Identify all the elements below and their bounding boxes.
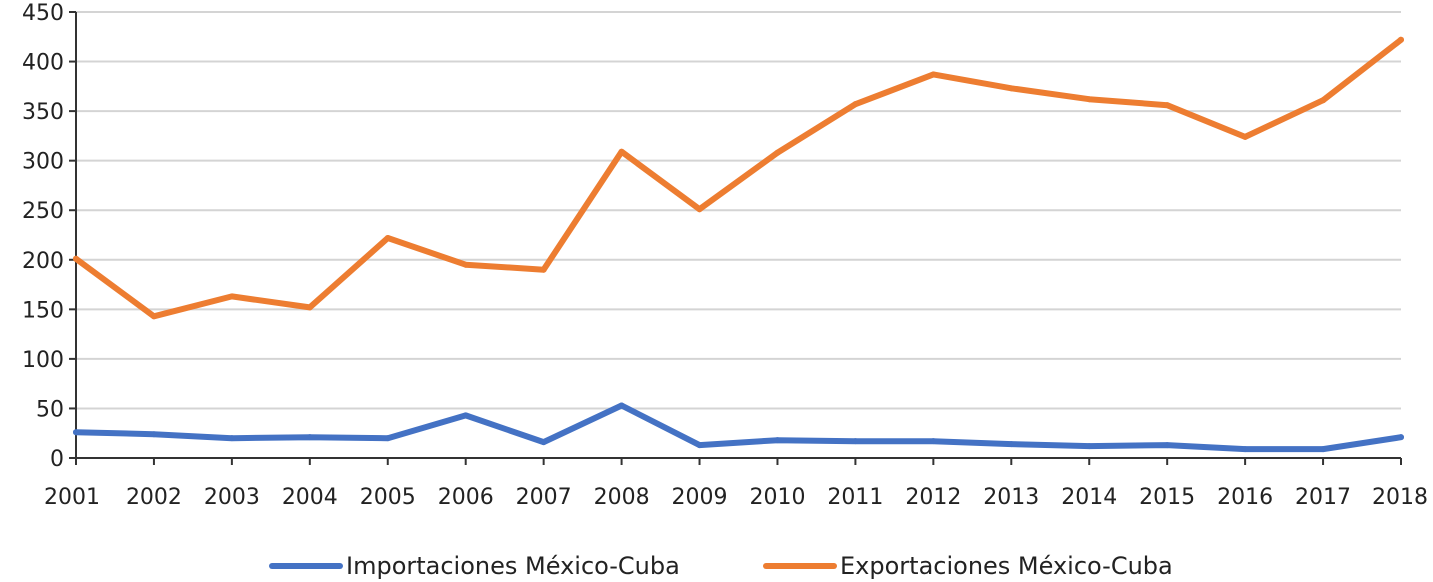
x-tick-label-2012: 2012 [905,485,961,510]
x-tick-label-2015: 2015 [1139,485,1195,510]
point-importaciones-2003 [228,435,235,442]
x-tick-label-2002: 2002 [126,485,182,510]
point-exportaciones-2006 [462,261,469,268]
y-tick-label-400: 400 [22,51,64,76]
x-tick-label-2003: 2003 [204,485,260,510]
point-importaciones-2007 [540,439,547,446]
point-exportaciones-2015 [1164,102,1171,109]
point-importaciones-2008 [618,402,625,409]
legend-label-exportaciones: Exportaciones México-Cuba [840,552,1173,580]
point-importaciones-2009 [696,442,703,449]
point-exportaciones-2010 [774,149,781,156]
series-line-exportaciones [73,36,1404,320]
y-tick-label-350: 350 [22,100,64,125]
point-importaciones-2016 [1242,446,1249,453]
y-tick-label-150: 150 [22,298,64,323]
point-exportaciones-2018 [1398,36,1404,43]
x-tick-label-2007: 2007 [516,485,572,510]
point-exportaciones-2011 [852,101,859,108]
point-importaciones-2015 [1164,442,1171,449]
y-tick-label-0: 0 [50,447,64,472]
x-tick-label-2006: 2006 [438,485,494,510]
point-importaciones-2002 [150,431,157,438]
gridlines [76,11,1401,410]
point-exportaciones-2005 [384,234,391,241]
series-line-importaciones [73,402,1404,453]
x-tick-label-2014: 2014 [1061,485,1117,510]
point-exportaciones-2003 [228,293,235,300]
point-importaciones-2006 [462,412,469,419]
point-importaciones-2013 [1008,441,1015,448]
point-exportaciones-2013 [1008,85,1015,92]
y-tick-label-50: 50 [36,397,64,422]
x-tick-label-2004: 2004 [282,485,338,510]
x-tick-label-2008: 2008 [594,485,650,510]
x-tick-label-2011: 2011 [827,485,883,510]
x-tick-label-2017: 2017 [1295,485,1351,510]
point-importaciones-2012 [930,438,937,445]
point-exportaciones-2004 [306,304,313,311]
point-importaciones-2004 [306,434,313,441]
x-tick-label-2005: 2005 [360,485,416,510]
legend-label-importaciones: Importaciones México-Cuba [346,552,680,580]
y-tick-label-250: 250 [22,199,64,224]
x-tick-label-2016: 2016 [1217,485,1273,510]
y-tick-label-100: 100 [22,348,64,373]
point-exportaciones-2009 [696,206,703,213]
y-tick-label-200: 200 [22,249,64,274]
y-tick-label-450: 450 [22,1,64,26]
axes [69,11,1402,465]
point-exportaciones-2008 [618,148,625,155]
point-exportaciones-2001 [73,255,79,262]
point-importaciones-2011 [852,438,859,445]
legend: Importaciones México-Cuba Exportaciones … [269,552,1173,580]
x-tick-label-2009: 2009 [672,485,728,510]
point-importaciones-2014 [1086,443,1093,450]
point-exportaciones-2014 [1086,96,1093,103]
point-importaciones-2010 [774,437,781,444]
point-importaciones-2018 [1398,434,1404,441]
series-lines [73,36,1404,453]
point-exportaciones-2012 [930,71,937,78]
x-tick-label-2010: 2010 [749,485,805,510]
y-tick-label-300: 300 [22,150,64,175]
point-exportaciones-2007 [540,266,547,273]
x-tick-label-2018: 2018 [1372,485,1428,510]
point-exportaciones-2016 [1242,133,1249,140]
point-importaciones-2017 [1320,446,1327,453]
x-tick-label-2013: 2013 [983,485,1039,510]
point-importaciones-2005 [384,435,391,442]
point-exportaciones-2002 [150,313,157,320]
x-tick-labels: 2001 2002 2003 2004 2005 2006 2007 2008 2009 2010… [44,485,1428,510]
point-importaciones-2001 [73,429,79,436]
y-tick-labels: 0 50 100 150 200 250 300 350 400 450 [22,1,64,472]
point-exportaciones-2017 [1320,97,1327,104]
x-tick-label-2001: 2001 [44,485,100,510]
